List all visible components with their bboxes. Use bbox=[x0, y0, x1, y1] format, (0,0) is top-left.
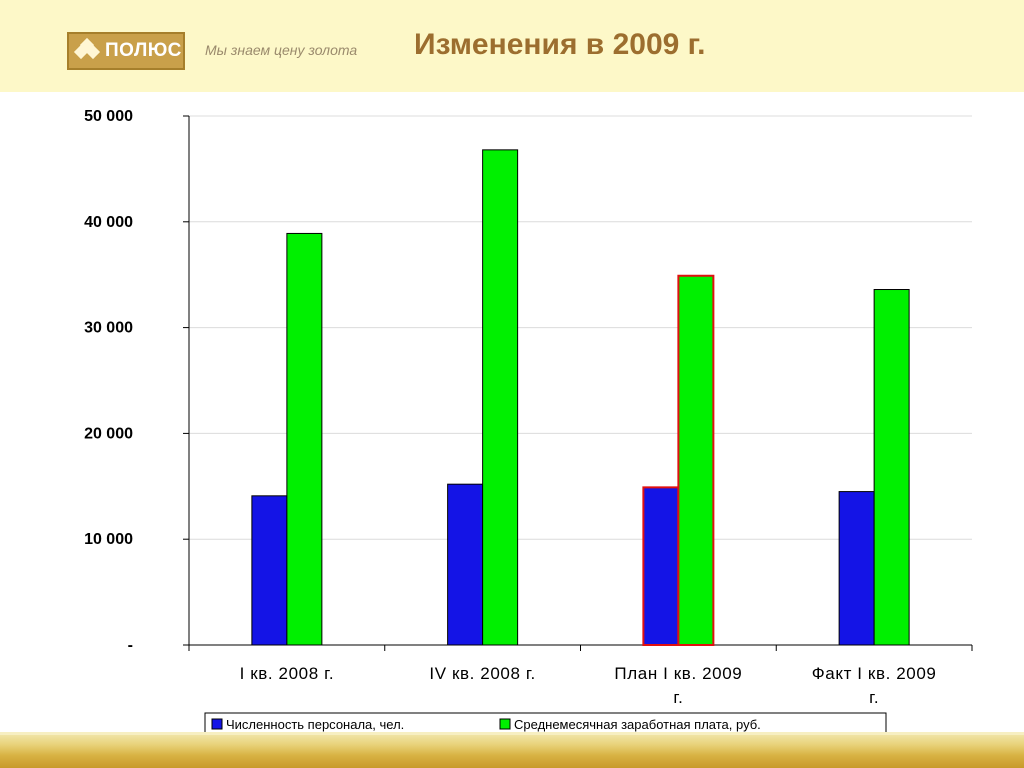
y-tick-label: 30 000 bbox=[84, 320, 133, 337]
footer-highlight bbox=[0, 732, 1024, 735]
bar-salary bbox=[873, 289, 910, 646]
page-title: Изменения в 2009 г. bbox=[414, 28, 706, 61]
bar-staff bbox=[642, 486, 680, 646]
legend-label: Среднемесячная заработная плата, руб. bbox=[514, 717, 761, 732]
x-tick-label: I кв. 2008 г. bbox=[240, 664, 335, 683]
company-logo: ПОЛЮС bbox=[67, 32, 185, 70]
bar-salary bbox=[286, 232, 323, 646]
legend-label: Численность персонала, чел. bbox=[226, 717, 404, 732]
bar-staff bbox=[447, 483, 484, 646]
y-tick-label: 40 000 bbox=[84, 214, 133, 231]
y-tick-label: 50 000 bbox=[84, 108, 133, 125]
x-tick-label: г. bbox=[673, 688, 683, 707]
bar-staff bbox=[838, 491, 875, 646]
y-tick-label: - bbox=[128, 637, 133, 654]
legend-swatch bbox=[499, 718, 511, 730]
x-tick-label: Факт I кв. 2009 bbox=[812, 664, 937, 683]
y-tick-label: 20 000 bbox=[84, 425, 133, 442]
bar-staff bbox=[251, 495, 288, 646]
logo-text: ПОЛЮС bbox=[105, 40, 182, 61]
slogan: Мы знаем цену золота bbox=[205, 42, 358, 58]
x-tick-label: IV кв. 2008 г. bbox=[429, 664, 536, 683]
x-tick-label: План I кв. 2009 bbox=[614, 664, 742, 683]
y-tick-label: 10 000 bbox=[84, 531, 133, 548]
footer-band bbox=[0, 732, 1024, 768]
bar-salary bbox=[482, 149, 519, 646]
legend-swatch bbox=[211, 718, 223, 730]
bar-salary bbox=[677, 274, 715, 646]
x-tick-label: г. bbox=[869, 688, 879, 707]
